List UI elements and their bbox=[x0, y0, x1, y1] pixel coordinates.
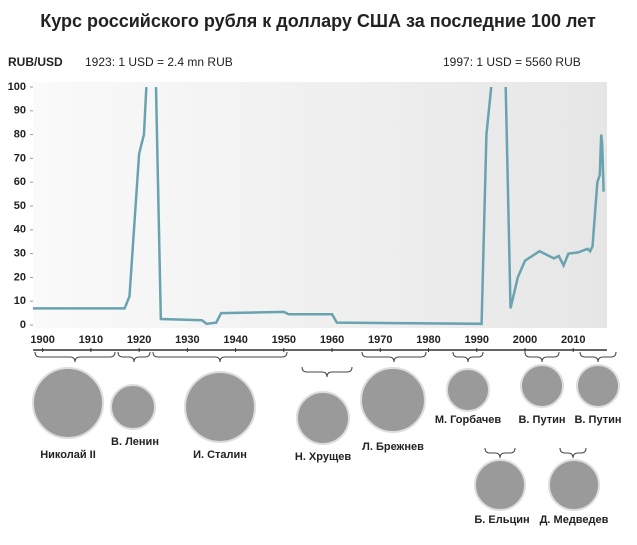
data-line bbox=[33, 87, 605, 326]
annotation: 1923: 1 USD = 2.4 mn RUB bbox=[85, 55, 233, 69]
annotation: 1997: 1 USD = 5560 RUB bbox=[443, 55, 581, 69]
x-tick-label: 1950 bbox=[272, 334, 296, 346]
x-tick-label: 1920 bbox=[127, 334, 151, 346]
y-tick-label: 10 bbox=[14, 295, 26, 307]
y-tick-label: 20 bbox=[14, 271, 26, 283]
leader-name: В. Путин bbox=[574, 414, 621, 426]
leader-name: Н. Хрущев bbox=[295, 451, 351, 463]
x-tick-label: 1970 bbox=[368, 334, 392, 346]
x-tick-label: 1960 bbox=[320, 334, 344, 346]
y-tick-label: 70 bbox=[14, 152, 26, 164]
y-tick-label: 40 bbox=[14, 224, 26, 236]
leader-name: В. Путин bbox=[518, 414, 565, 426]
leader-name: Л. Брежнев bbox=[362, 441, 424, 453]
plot-area bbox=[33, 82, 607, 328]
x-tick-label: 2010 bbox=[561, 334, 585, 346]
portraits bbox=[32, 351, 620, 511]
y-tick-label: 30 bbox=[14, 248, 26, 260]
leader-name: В. Ленин bbox=[111, 436, 159, 448]
y-tick-label: 90 bbox=[14, 105, 26, 117]
x-tick-label: 1990 bbox=[465, 334, 489, 346]
y-axis-label: RUB/USD bbox=[8, 55, 63, 69]
x-tick-label: 1930 bbox=[175, 334, 199, 346]
x-tick-label: 1910 bbox=[79, 334, 103, 346]
x-tick-label: 1900 bbox=[30, 334, 54, 346]
x-tick-label: 1940 bbox=[223, 334, 247, 346]
x-tick-label: 1980 bbox=[416, 334, 440, 346]
y-tick-label: 0 bbox=[20, 319, 26, 331]
y-tick-label: 60 bbox=[14, 176, 26, 188]
leader-name: Д. Медведев bbox=[540, 514, 609, 526]
leader-name: И. Сталин bbox=[193, 449, 247, 461]
x-tick-label: 2000 bbox=[513, 334, 537, 346]
chart-title: Курс российского рубля к доллару США за … bbox=[40, 11, 596, 31]
y-tick-label: 80 bbox=[14, 129, 26, 141]
y-tick-label: 100 bbox=[8, 81, 26, 93]
leader-name: Николай II bbox=[40, 449, 96, 461]
leader-name: М. Горбачев bbox=[435, 414, 502, 426]
leader-name: Б. Ельцин bbox=[474, 514, 529, 526]
y-tick-label: 50 bbox=[14, 200, 26, 212]
